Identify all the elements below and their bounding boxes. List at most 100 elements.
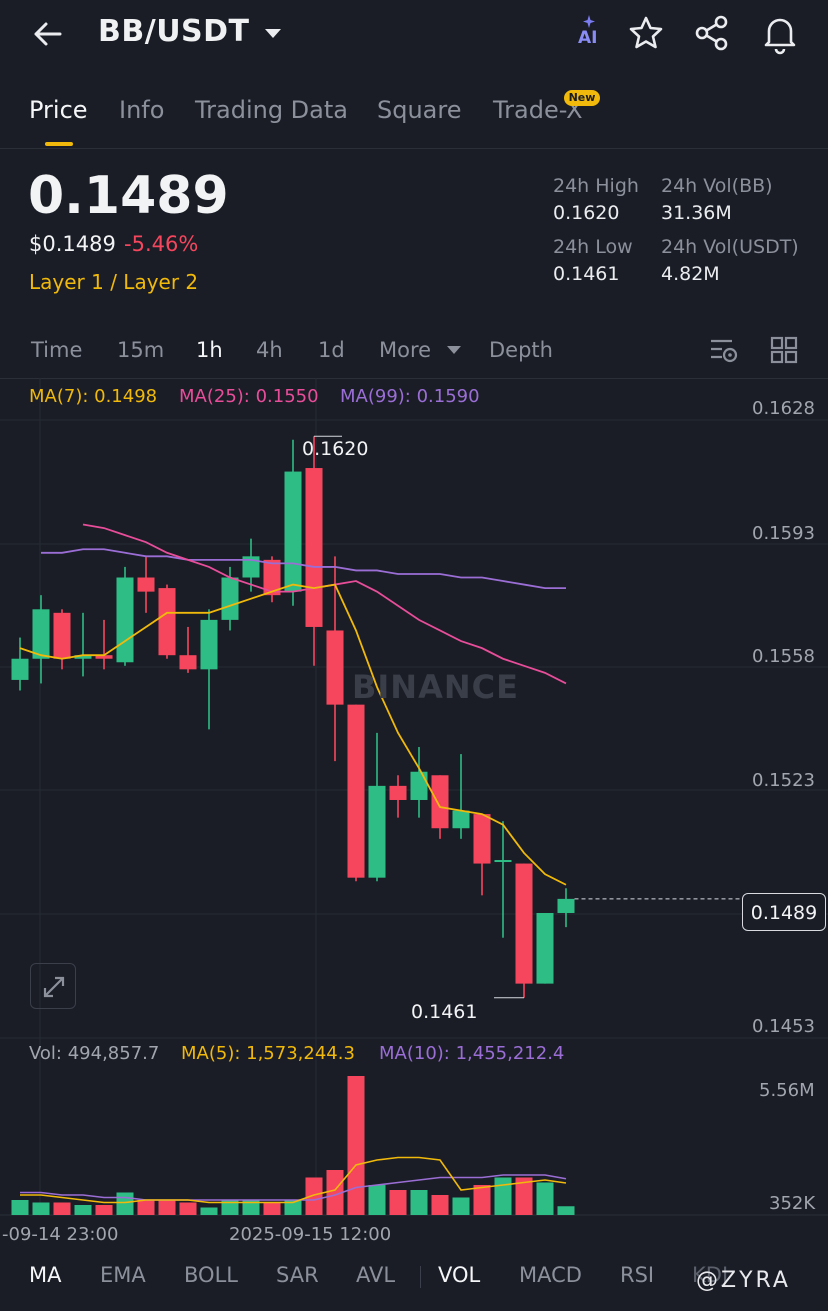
- candle-body: [368, 785, 386, 878]
- tab-trading-data[interactable]: Trading Data: [195, 96, 348, 124]
- more-caret-icon: [447, 346, 461, 354]
- candle-body: [536, 912, 554, 984]
- candle-body: [74, 655, 92, 659]
- ai-label: AI: [578, 28, 598, 48]
- overlay-brand: @ZYRA: [696, 1268, 791, 1293]
- candle-body: [32, 609, 50, 659]
- candle-body: [95, 655, 113, 659]
- volume-bar: [32, 1202, 50, 1215]
- candle-body: [515, 863, 533, 984]
- indicator-rsi[interactable]: RSI: [620, 1263, 655, 1287]
- interval-4h[interactable]: 4h: [256, 338, 283, 362]
- expand-icon: [43, 976, 65, 998]
- star-icon[interactable]: [626, 12, 666, 56]
- candle-body: [53, 612, 71, 659]
- ma25-legend: MA(25): 0.1550: [179, 386, 319, 407]
- candle-body: [431, 775, 449, 829]
- candle-body: [347, 704, 365, 878]
- volume-bar: [158, 1200, 176, 1215]
- tab-info[interactable]: Info: [119, 96, 165, 124]
- ma99-line: [41, 548, 566, 590]
- volume-bar: [389, 1190, 407, 1215]
- interval-time[interactable]: Time: [31, 338, 83, 362]
- volume-bar: [305, 1177, 323, 1215]
- volume-bar: [494, 1177, 512, 1215]
- candle-body: [242, 556, 260, 578]
- low-label: 24h Low: [553, 236, 633, 258]
- volume-bar: [368, 1185, 386, 1215]
- sparkle-icon: [583, 15, 595, 28]
- volume-tick: 352K: [769, 1193, 816, 1214]
- back-arrow-icon[interactable]: [28, 14, 68, 54]
- volume-tick: 5.56M: [759, 1080, 815, 1101]
- candle-body: [263, 559, 281, 596]
- tab-square[interactable]: Square: [377, 96, 462, 124]
- indicator-kdj[interactable]: KDJ: [692, 1263, 729, 1287]
- high-label: 24h High: [553, 175, 639, 197]
- usd-price: $0.1489: [29, 232, 116, 256]
- volume-bar: [326, 1170, 344, 1215]
- caret-down-icon[interactable]: [262, 22, 284, 44]
- bell-icon[interactable]: [760, 12, 800, 56]
- interval-1h[interactable]: 1h: [196, 338, 223, 362]
- pair-title[interactable]: BB/USDT: [98, 14, 250, 49]
- indicator-sar[interactable]: SAR: [276, 1263, 319, 1287]
- indicator-macd[interactable]: MACD: [519, 1263, 582, 1287]
- interval-1d[interactable]: 1d: [318, 338, 345, 362]
- candlestick-chart[interactable]: [0, 378, 828, 1248]
- active-tab-indicator: [45, 142, 73, 146]
- divider: [0, 378, 828, 379]
- indicator-vol[interactable]: VOL: [438, 1263, 481, 1287]
- vol-base-label: 24h Vol(BB): [661, 175, 773, 197]
- x-tick: 2025-09-15 12:00: [229, 1224, 392, 1245]
- candle-body: [11, 658, 29, 680]
- volume-bar: [452, 1197, 470, 1215]
- candle-body: [116, 577, 134, 663]
- candle-body: [494, 860, 512, 863]
- price-change-percent: -5.46%: [124, 232, 199, 256]
- indicator-ema[interactable]: EMA: [100, 1263, 146, 1287]
- volume-bar: [116, 1192, 134, 1215]
- indicator-divider: [420, 1266, 421, 1288]
- volume-bar: [473, 1185, 491, 1215]
- vol-ma5-legend: MA(5): 1,573,244.3: [181, 1043, 355, 1064]
- volume-bar: [200, 1207, 218, 1215]
- last-price: 0.1489: [28, 166, 229, 226]
- candle-body: [137, 577, 155, 592]
- volume-legend: Vol: 494,857.7: [29, 1043, 160, 1064]
- candle-body: [305, 468, 323, 627]
- candle-body: [284, 471, 302, 592]
- volume-bar: [536, 1182, 554, 1215]
- y-tick: 0.1593: [752, 523, 815, 544]
- category-link[interactable]: Layer 1 / Layer 2: [29, 270, 199, 294]
- vol-ma5-line: [20, 1156, 567, 1204]
- ai-icon[interactable]: AI: [568, 12, 608, 56]
- divider: [0, 148, 828, 149]
- interval-depth[interactable]: Depth: [489, 338, 553, 362]
- volume-bar: [284, 1200, 302, 1215]
- indicator-avl[interactable]: AVL: [356, 1263, 396, 1287]
- current-price-tag: 0.1489: [742, 893, 826, 931]
- candle-body: [179, 655, 197, 670]
- chart-settings-icon[interactable]: [708, 336, 740, 366]
- vol-ma10-legend: MA(10): 1,455,212.4: [379, 1043, 565, 1064]
- candle-body: [158, 588, 176, 656]
- volume-bar: [263, 1202, 281, 1215]
- grid-layout-icon[interactable]: [770, 336, 798, 364]
- tab-price[interactable]: Price: [29, 96, 88, 124]
- share-icon[interactable]: [692, 12, 732, 56]
- x-tick: -09-14 23:00: [2, 1224, 119, 1245]
- candle-body: [452, 810, 470, 829]
- volume-bar: [242, 1200, 260, 1215]
- high-value: 0.1620: [553, 202, 620, 224]
- interval-more[interactable]: More: [379, 338, 432, 362]
- interval-15m[interactable]: 15m: [117, 338, 165, 362]
- new-badge: New: [564, 90, 600, 106]
- indicator-ma[interactable]: MA: [29, 1263, 62, 1287]
- candle-body: [410, 771, 428, 800]
- volume-bar: [515, 1177, 533, 1215]
- candle-body: [389, 785, 407, 800]
- indicator-boll[interactable]: BOLL: [184, 1263, 238, 1287]
- expand-chart-button[interactable]: [30, 963, 76, 1009]
- volume-bar: [221, 1200, 239, 1215]
